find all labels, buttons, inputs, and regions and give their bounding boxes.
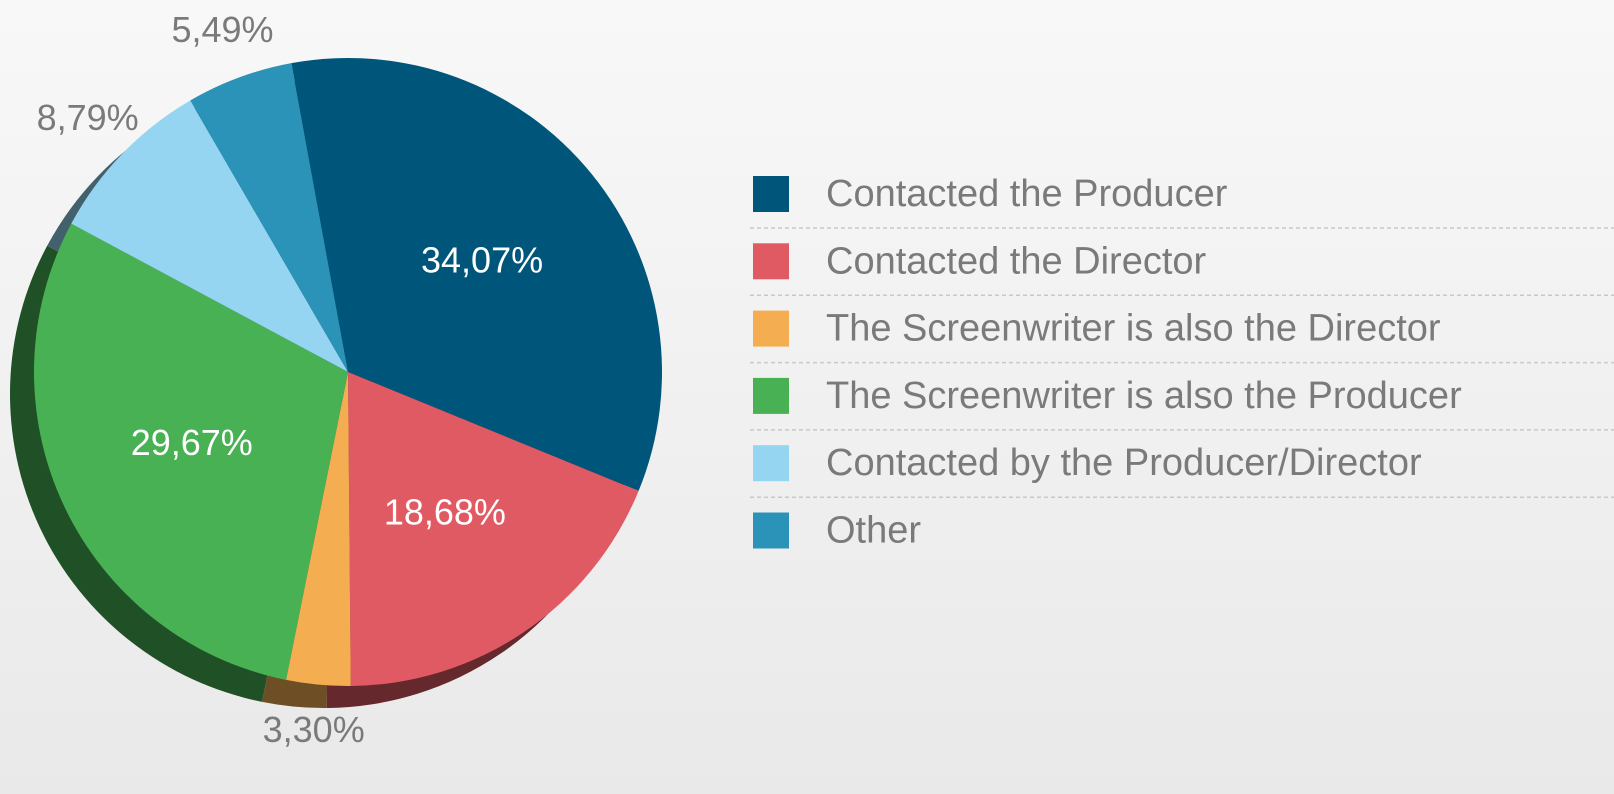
legend-label: Other [826, 510, 921, 552]
data-label: 18,68% [384, 491, 506, 532]
slice [291, 58, 662, 491]
legend-swatch [753, 512, 789, 549]
legend-label: The Screenwriter is also the Director [826, 308, 1441, 350]
legend-swatch [753, 310, 789, 347]
data-label: 3,30% [263, 709, 365, 750]
slice [190, 63, 348, 372]
legend-swatch [753, 377, 789, 414]
data-label: 29,67% [131, 422, 253, 463]
legend-label: Contacted by the Producer/Director [826, 442, 1422, 484]
legend-label: The Screenwriter is also the Producer [826, 375, 1462, 417]
slice [71, 100, 348, 372]
legend-swatch [753, 176, 789, 212]
pie: 34,07% 18,68% 3,30% 29,67% 8,79% 5,49% [33, 9, 662, 750]
legend: Contacted the Producer Contacted the Dire… [750, 173, 1614, 552]
slice [33, 223, 348, 680]
legend-label: Contacted the Producer [826, 173, 1228, 215]
slice [348, 372, 639, 686]
legend-swatch [753, 243, 789, 280]
slice [286, 372, 351, 686]
data-label: 34,07% [421, 240, 543, 281]
data-label: 5,49% [171, 9, 273, 50]
data-label: 8,79% [37, 97, 139, 138]
legend-swatch [753, 445, 789, 482]
legend-label: Contacted the Director [826, 240, 1207, 282]
